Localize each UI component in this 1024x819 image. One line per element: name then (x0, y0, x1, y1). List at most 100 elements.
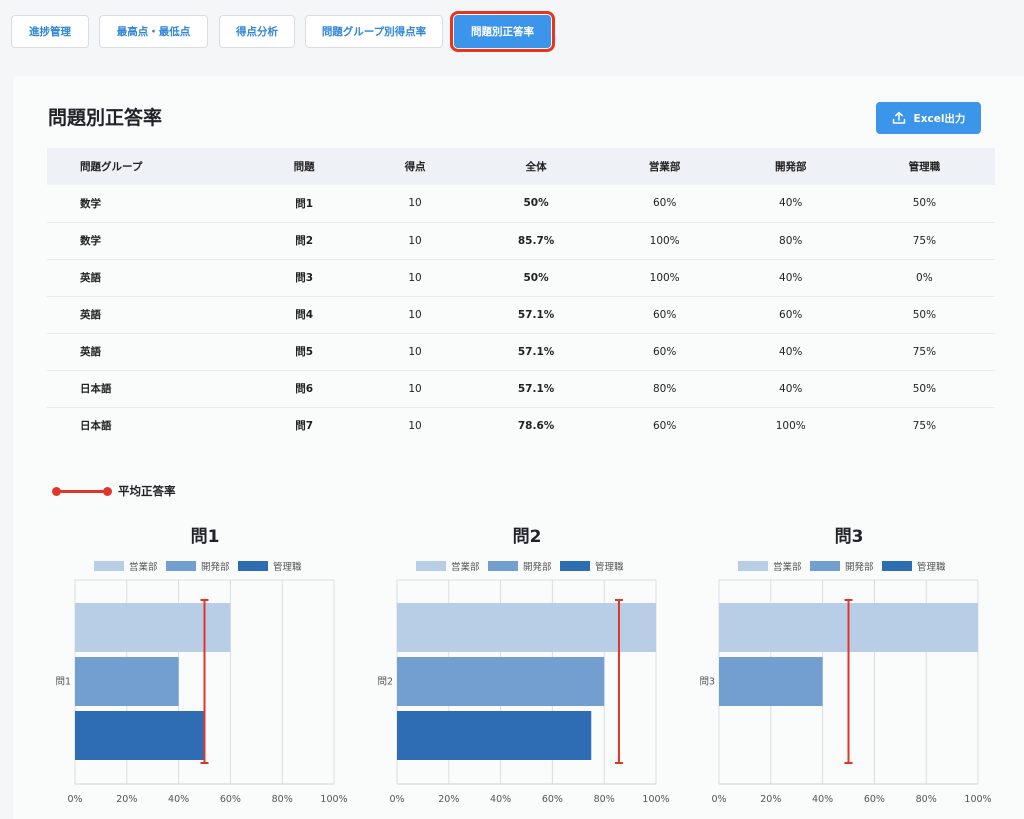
bar-開発部 (397, 657, 605, 706)
table-row: 日本語 問7 10 78.6% 60% 100% 75% (47, 407, 995, 444)
bar-営業部 (75, 603, 231, 652)
tab-group-score-rate[interactable]: 問題グループ別得点率 (305, 15, 443, 48)
x-tick-label: 60% (542, 794, 563, 805)
cell-overall: 57.1% (470, 333, 602, 371)
bar-営業部 (397, 603, 656, 652)
x-tick-label: 20% (116, 794, 137, 805)
tab-question-correct-rate[interactable]: 問題別正答率 (450, 11, 555, 52)
upload-icon (892, 111, 906, 125)
bar-開発部 (75, 657, 179, 706)
cell-overall: 50% (470, 259, 602, 297)
legend-swatch-2 (560, 561, 590, 571)
legend-label-1: 開発部 (845, 561, 874, 573)
chart-title: 問1 (191, 527, 220, 547)
cell-manager: 50% (853, 185, 995, 223)
table-header-row: 問題グループ 問題 得点 全体 営業部 開発部 管理職 (47, 148, 995, 185)
cell-manager: 50% (853, 296, 995, 334)
x-tick-label: 40% (168, 794, 189, 805)
tab-score-analysis[interactable]: 得点分析 (219, 15, 295, 48)
excel-export-button[interactable]: Excel出力 (876, 102, 981, 134)
category-label: 問2 (377, 677, 393, 688)
x-tick-label: 0% (711, 794, 726, 805)
legend-swatch-1 (488, 561, 518, 571)
cell-question: 問7 (295, 420, 314, 433)
cell-group: 英語 (47, 296, 249, 334)
cell-score: 10 (359, 333, 471, 371)
average-legend-label: 平均正答率 (118, 484, 176, 498)
cell-score: 10 (359, 259, 471, 297)
chart-q3: 問3 営業部 開発部 管理職 0% 20% 40% 60% 80% 100% 問3 (688, 520, 1010, 815)
x-tick-label: 20% (760, 794, 781, 805)
cell-score: 10 (359, 222, 471, 260)
header-score: 得点 (359, 148, 471, 185)
header-dev: 開発部 (727, 148, 854, 185)
legend-swatch-0 (416, 561, 446, 571)
legend-swatch-1 (166, 561, 196, 571)
cell-question: 問1 (248, 185, 360, 223)
table-row: 英語 問5 10 57.1% 60% 40% 75% (47, 333, 995, 371)
cell-sales: 60% (601, 185, 728, 223)
cell-dev: 100% (775, 419, 806, 432)
chart-q1: 問1 営業部 開発部 管理職 0% 20% 40% 60% 80% 100% 問1 (44, 520, 366, 815)
legend-swatch-2 (882, 561, 912, 571)
x-tick-label: 20% (438, 794, 459, 805)
tab-progress[interactable]: 進捗管理 (11, 15, 89, 48)
legend-swatch-0 (94, 561, 124, 571)
x-tick-label: 60% (864, 794, 885, 805)
x-tick-label: 100% (320, 794, 347, 805)
legend-label-1: 開発部 (523, 561, 552, 573)
table-row: 数学 問1 10 50% 60% 40% 50% (47, 185, 995, 223)
bar-管理職 (397, 711, 592, 760)
header-manager: 管理職 (853, 148, 995, 185)
legend-swatch-2 (238, 561, 268, 571)
bar-管理職 (75, 711, 205, 760)
cell-sales: 60% (652, 419, 677, 432)
tab-high-low[interactable]: 最高点・最低点 (99, 15, 208, 48)
cell-sales: 100% (601, 259, 728, 297)
x-tick-label: 40% (490, 794, 511, 805)
x-tick-label: 40% (812, 794, 833, 805)
x-tick-label: 100% (964, 794, 991, 805)
x-tick-label: 100% (642, 794, 669, 805)
cell-score: 10 (359, 296, 471, 334)
cell-manager: 75% (853, 222, 995, 260)
table-row: 英語 問4 10 57.1% 60% 60% 50% (47, 296, 995, 334)
legend-label-2: 管理職 (273, 561, 302, 573)
cell-question: 問3 (248, 259, 360, 297)
legend-swatch-1 (810, 561, 840, 571)
header-question: 問題 (248, 148, 360, 185)
cell-question: 問5 (248, 333, 360, 371)
x-tick-label: 80% (594, 794, 615, 805)
cell-group: 日本語 (80, 420, 112, 433)
cell-manager: 0% (853, 259, 995, 297)
average-line-icon (52, 484, 112, 498)
header-sales: 営業部 (601, 148, 728, 185)
cell-question: 問2 (248, 222, 360, 260)
cell-group: 数学 (47, 185, 249, 223)
cell-question: 問4 (248, 296, 360, 334)
cell-dev: 80% (727, 222, 854, 260)
cell-overall: 78.6% (517, 419, 555, 432)
cell-sales: 60% (601, 296, 728, 334)
header-group: 問題グループ (47, 148, 249, 185)
chart-title: 問2 (513, 527, 542, 547)
cell-dev: 40% (727, 370, 854, 408)
cell-dev: 40% (727, 259, 854, 297)
results-table: 問題グループ 問題 得点 全体 営業部 開発部 管理職 数学 問1 10 50% 60%… (47, 148, 995, 444)
average-legend: 平均正答率 (52, 483, 176, 499)
x-tick-label: 80% (916, 794, 937, 805)
cell-group: 日本語 (47, 370, 249, 408)
x-tick-label: 0% (67, 794, 82, 805)
table-row: 数学 問2 10 85.7% 100% 80% 75% (47, 222, 995, 260)
table-row: 日本語 問6 10 57.1% 80% 40% 50% (47, 370, 995, 408)
legend-label-0: 営業部 (129, 561, 158, 573)
cell-overall: 57.1% (470, 370, 602, 408)
chart-q2: 問2 営業部 開発部 管理職 0% 20% 40% 60% 80% 100% 問2 (366, 520, 688, 815)
chart-title: 問3 (835, 527, 864, 547)
cell-manager: 75% (853, 333, 995, 371)
cell-dev: 60% (727, 296, 854, 334)
cell-score: 10 (359, 185, 471, 223)
x-tick-label: 0% (389, 794, 404, 805)
cell-manager: 75% (912, 419, 937, 432)
cell-question: 問6 (248, 370, 360, 408)
